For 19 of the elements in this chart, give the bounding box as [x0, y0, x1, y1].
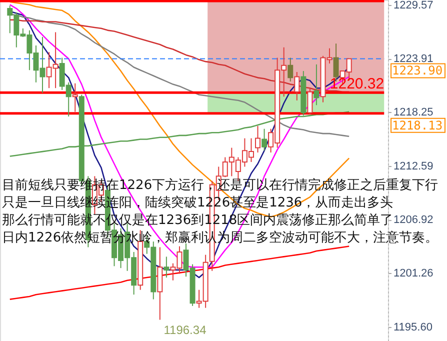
candlestick: [262, 128, 268, 152]
candlestick: [72, 82, 78, 112]
line-series: [9, 246, 350, 300]
candlestick: [307, 88, 313, 116]
ref-line-label: 1223.90: [392, 64, 443, 78]
candlestick: [288, 57, 294, 82]
candlestick: [314, 64, 320, 106]
candlestick: [294, 71, 300, 101]
ref-line-label: 1218.13: [392, 118, 443, 132]
y-tick-label: 1229.57: [394, 0, 434, 12]
y-tick-label: 1195.60: [394, 321, 432, 334]
annotation: 1196.34: [164, 323, 207, 337]
y-tick-label: 1212.59: [394, 160, 434, 172]
y-tick-label: 1201.26: [394, 268, 434, 280]
y-tick-label: 1218.25: [394, 106, 434, 119]
candlestick: [164, 256, 170, 278]
candlestick: [255, 125, 261, 154]
y-tick-label: 1223.91: [394, 53, 434, 66]
y-tick-label: 1206.92: [394, 214, 434, 226]
